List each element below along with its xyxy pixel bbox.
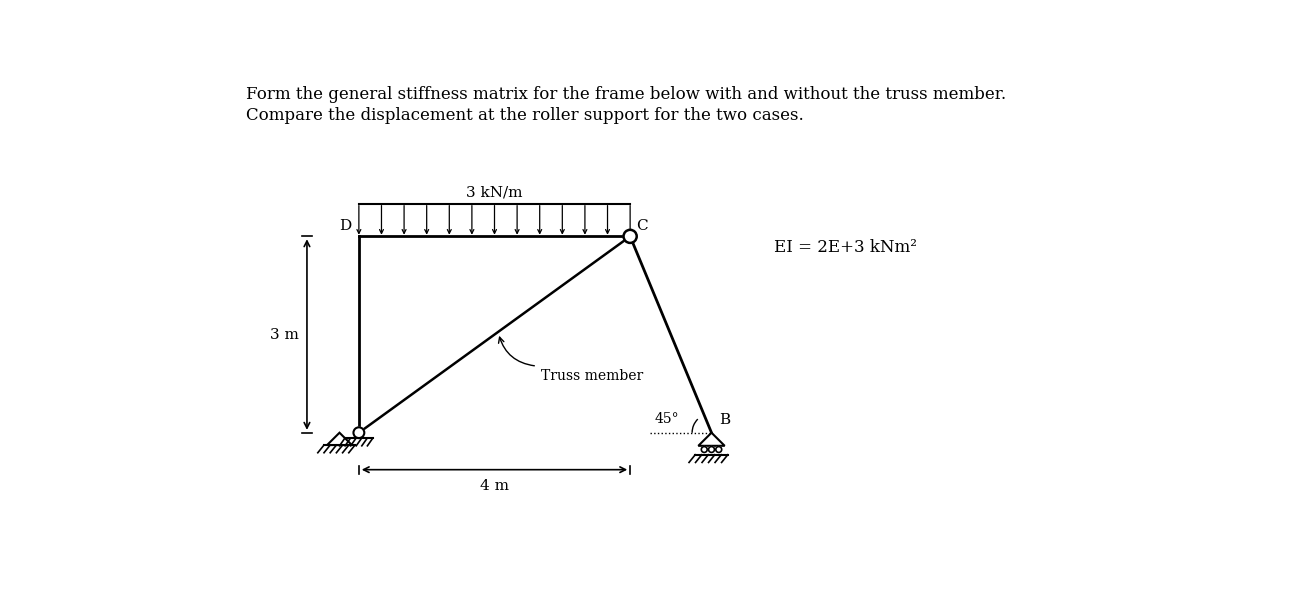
Text: Truss member: Truss member bbox=[541, 369, 644, 383]
Circle shape bbox=[702, 447, 707, 452]
Text: 45°: 45° bbox=[654, 412, 679, 426]
Text: 4 m: 4 m bbox=[480, 479, 510, 493]
Text: B: B bbox=[720, 413, 730, 428]
Circle shape bbox=[708, 447, 715, 452]
Text: EI = 2E+3 kNm²: EI = 2E+3 kNm² bbox=[774, 239, 916, 256]
Text: 3 m: 3 m bbox=[271, 327, 299, 341]
Polygon shape bbox=[698, 433, 725, 446]
Circle shape bbox=[623, 230, 637, 243]
Text: Compare the displacement at the roller support for the two cases.: Compare the displacement at the roller s… bbox=[246, 107, 804, 124]
Text: D: D bbox=[339, 219, 351, 233]
Circle shape bbox=[716, 447, 721, 452]
Circle shape bbox=[353, 428, 364, 438]
Text: C: C bbox=[636, 219, 648, 233]
Text: 3 kN/m: 3 kN/m bbox=[466, 185, 522, 200]
Text: Form the general stiffness matrix for the frame below with and without the truss: Form the general stiffness matrix for th… bbox=[246, 86, 1006, 103]
Polygon shape bbox=[328, 433, 352, 445]
